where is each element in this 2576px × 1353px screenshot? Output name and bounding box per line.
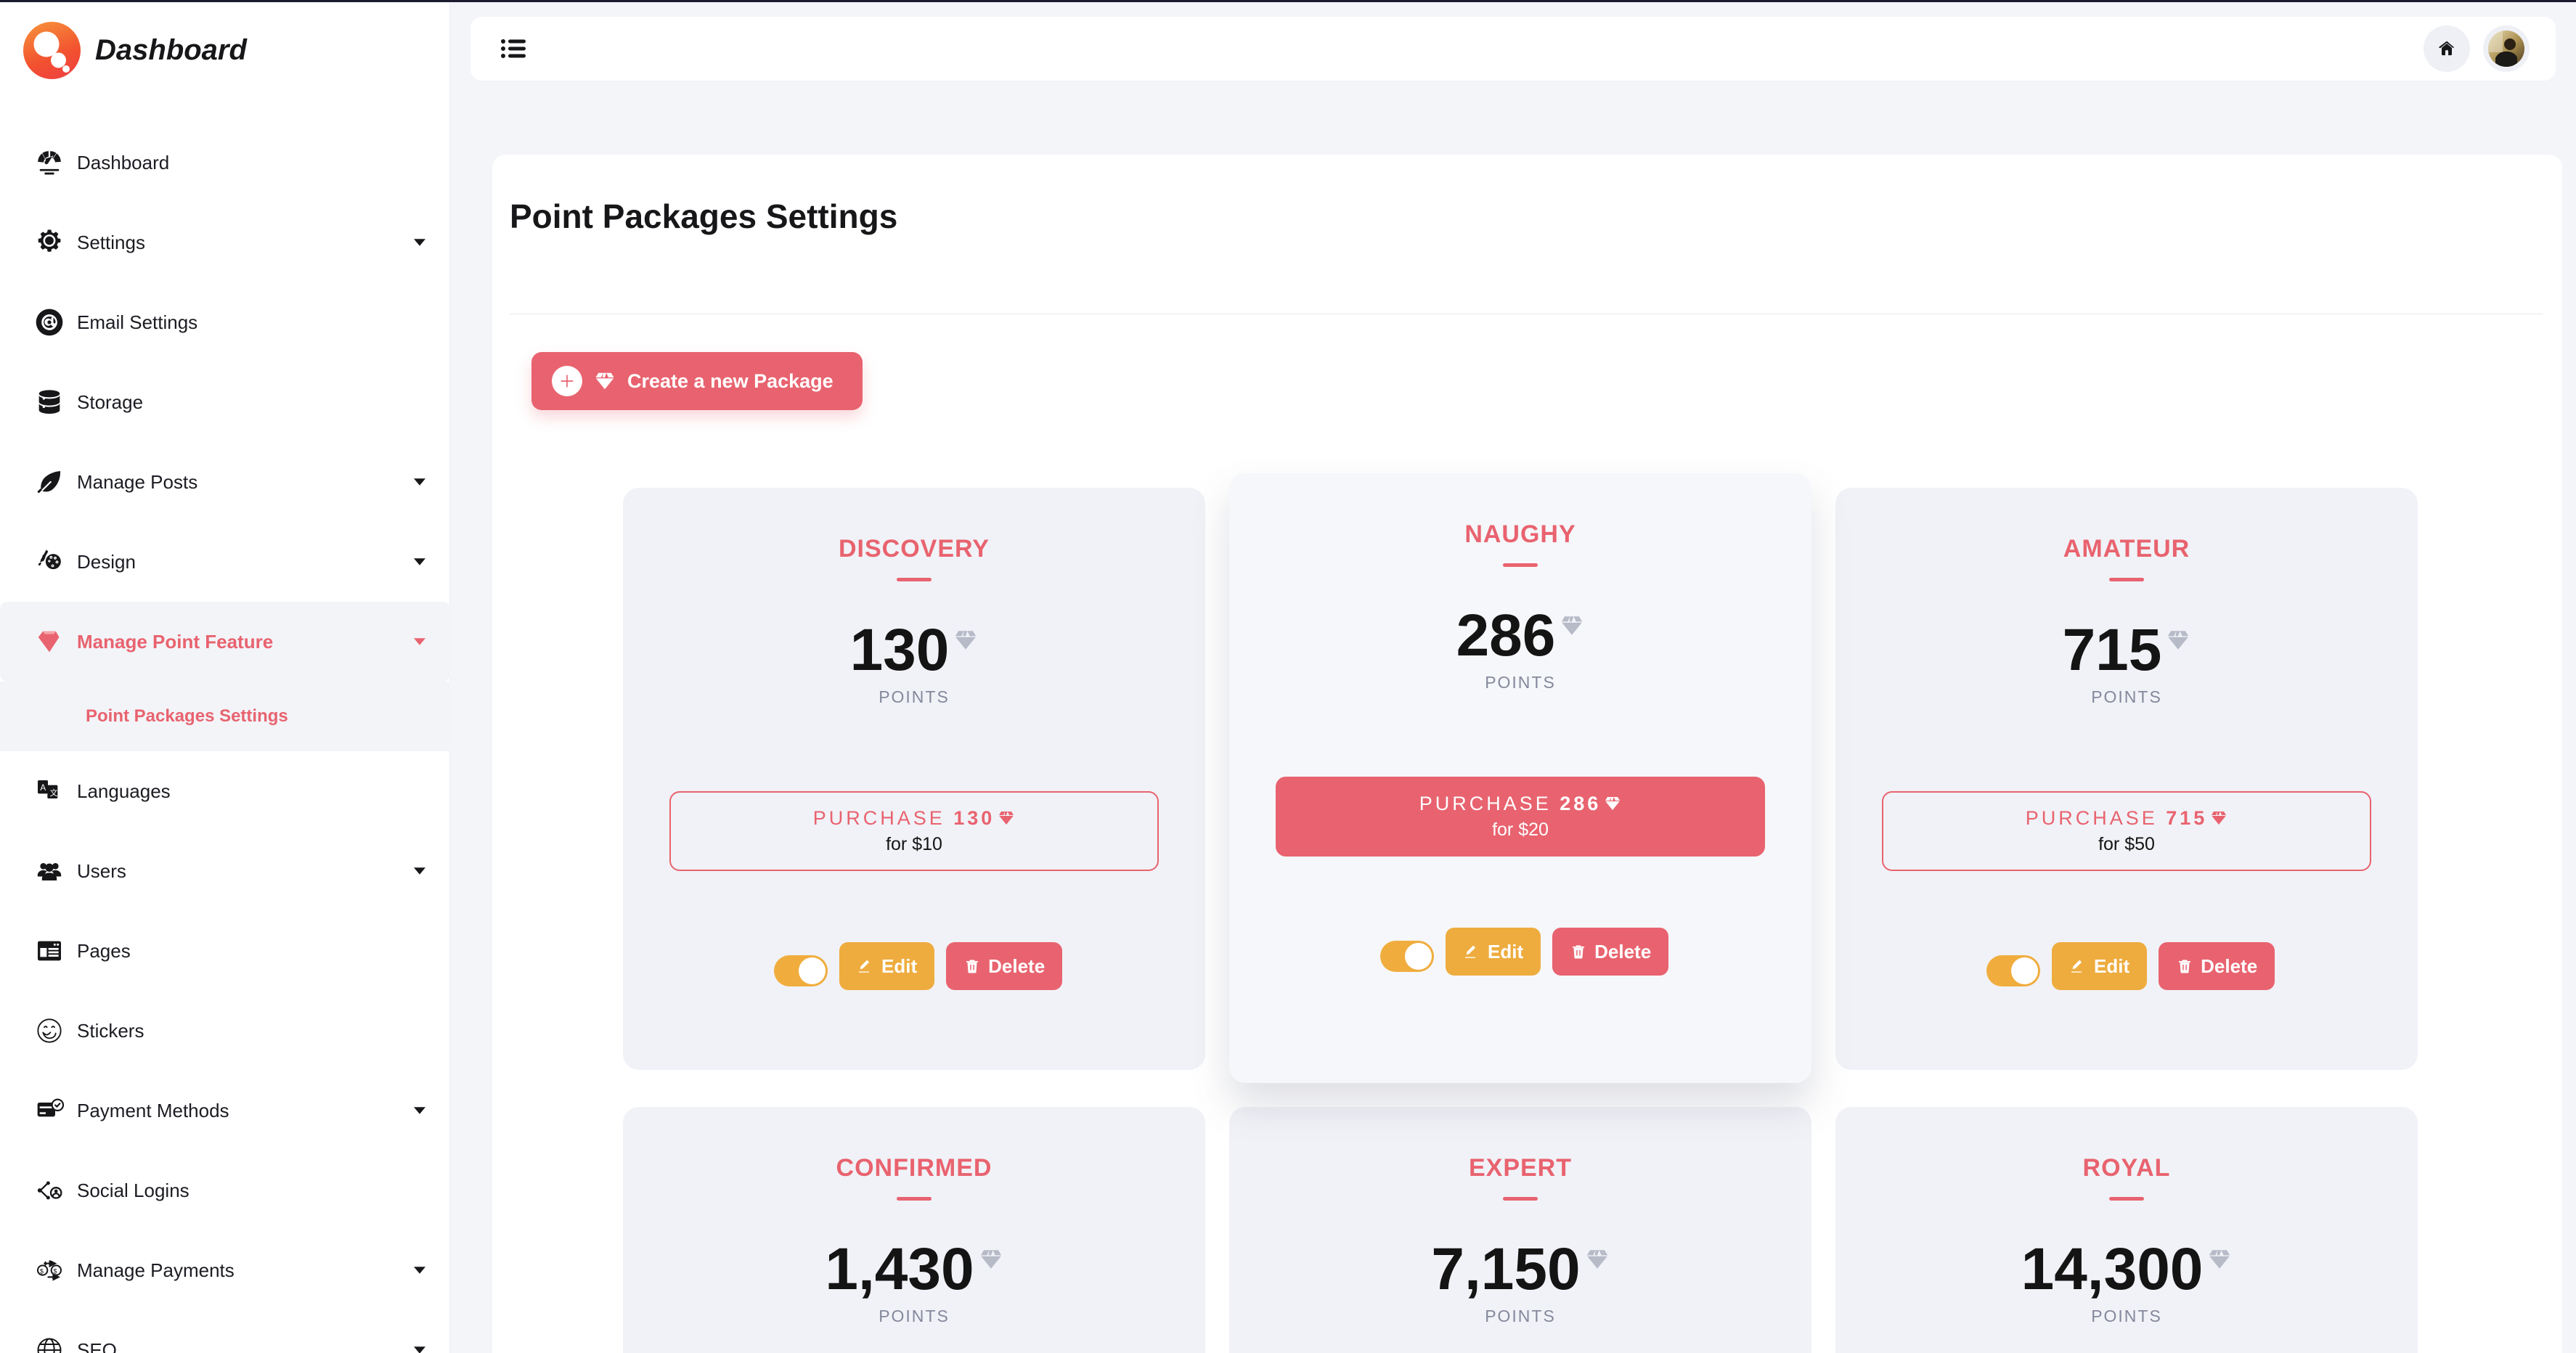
svg-text:文: 文 [50,788,58,798]
svg-text:$: $ [40,1268,44,1275]
svg-text:A: A [40,783,46,793]
svg-text:$: $ [54,1268,57,1275]
